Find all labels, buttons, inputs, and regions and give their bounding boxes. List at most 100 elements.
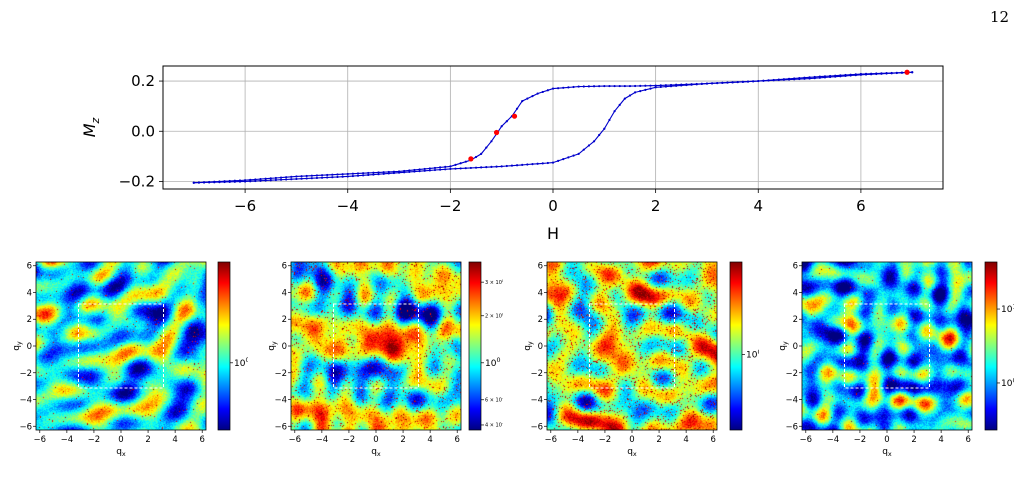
data-point <box>464 167 467 170</box>
data-point <box>244 180 247 183</box>
data-point <box>772 79 775 82</box>
data-point <box>351 174 354 178</box>
data-point <box>664 85 667 88</box>
data-point <box>623 84 626 88</box>
data-point <box>752 80 755 83</box>
data-point <box>762 79 765 82</box>
data-point <box>551 87 555 90</box>
x-tick-label: −6 <box>234 197 256 215</box>
data-point <box>659 85 662 89</box>
y-tick-label: 2 <box>27 315 32 325</box>
data-point <box>305 174 308 178</box>
data-point <box>598 133 601 137</box>
colorbar-label: 2 × 100 <box>485 312 503 319</box>
data-point <box>598 85 601 88</box>
brillouin-zone-box <box>589 303 675 389</box>
data-point <box>577 85 580 88</box>
data-point <box>208 181 211 184</box>
heatmap-image <box>547 262 717 430</box>
data-point <box>295 175 298 178</box>
data-point <box>890 72 893 75</box>
x-tick-label: −4 <box>572 435 585 445</box>
data-point <box>310 174 313 177</box>
x-tick-label: −4 <box>337 197 359 215</box>
data-point <box>536 92 539 95</box>
data-point <box>408 169 411 172</box>
data-point <box>326 173 329 177</box>
data-point <box>259 179 262 182</box>
data-point <box>562 86 565 89</box>
colorbar-label-exp: 0 <box>245 357 248 364</box>
data-point <box>454 163 457 166</box>
data-point <box>320 176 324 179</box>
y-tick-label: 2 <box>793 315 798 325</box>
colorbar-label-main: 3 × 10 <box>485 280 502 286</box>
colorbar-label-main: 4 × 10 <box>485 423 502 429</box>
brillouin-zone-box <box>844 303 930 389</box>
data-point <box>269 179 272 182</box>
y-tick-label: −2 <box>274 369 287 379</box>
data-point <box>746 80 750 83</box>
data-point <box>562 158 565 161</box>
data-point <box>387 170 390 174</box>
x-tick-label: 6 <box>856 197 866 215</box>
highlight-point <box>511 113 518 119</box>
x-axis-label-main: q <box>882 447 888 457</box>
data-point <box>197 181 201 184</box>
x-tick-label: 4 <box>172 435 177 445</box>
data-point <box>433 166 437 170</box>
data-point <box>592 140 596 143</box>
data-point <box>439 168 442 171</box>
data-point <box>736 80 739 84</box>
y-tick-label: 6 <box>27 262 32 272</box>
data-point <box>449 167 452 171</box>
x-tick-label: 4 <box>683 435 688 445</box>
data-point <box>264 179 267 182</box>
data-point <box>444 165 447 169</box>
y-axis-label: qy <box>523 341 534 351</box>
page-number: 12 <box>990 8 1010 26</box>
data-point <box>690 83 693 86</box>
x-tick-label: 0 <box>629 435 634 445</box>
colorbar-label-main: 6 × 10 <box>485 397 502 403</box>
data-point <box>218 180 221 184</box>
data-point <box>644 84 647 87</box>
x-tick-label: 6 <box>710 435 715 445</box>
data-point <box>305 177 308 180</box>
data-point <box>557 159 560 162</box>
data-point <box>285 178 288 181</box>
data-point <box>710 82 714 85</box>
x-axis-label-sub: x <box>122 450 126 458</box>
x-axis-label-main: q <box>116 447 122 457</box>
data-point <box>192 181 195 184</box>
data-point <box>700 82 703 86</box>
data-point <box>521 163 524 167</box>
data-point <box>449 165 452 168</box>
data-point <box>634 84 637 88</box>
data-point <box>351 172 354 175</box>
data-point <box>531 95 534 98</box>
data-point <box>413 170 416 173</box>
x-tick-label: 6 <box>199 435 204 445</box>
data-point <box>628 94 632 97</box>
y-tick-label: −2 <box>530 369 543 379</box>
data-point <box>726 81 729 84</box>
data-point <box>911 71 914 74</box>
data-point <box>382 171 385 174</box>
data-point <box>608 84 611 88</box>
colorbar <box>217 261 231 431</box>
data-point <box>439 166 442 169</box>
data-point <box>290 175 293 178</box>
data-point <box>808 77 811 80</box>
data-point <box>803 77 806 80</box>
y-axis-label-main: q <box>12 345 22 351</box>
y-tick-label: −6 <box>19 422 32 432</box>
y-axis-label-sub: y <box>270 341 278 345</box>
data-point <box>721 81 724 84</box>
data-point <box>793 78 796 81</box>
data-point <box>787 78 791 81</box>
x-axis-label-main: q <box>627 447 633 457</box>
x-tick-label: −4 <box>827 435 840 445</box>
y-tick-label: −6 <box>785 422 798 432</box>
data-point <box>495 165 498 168</box>
